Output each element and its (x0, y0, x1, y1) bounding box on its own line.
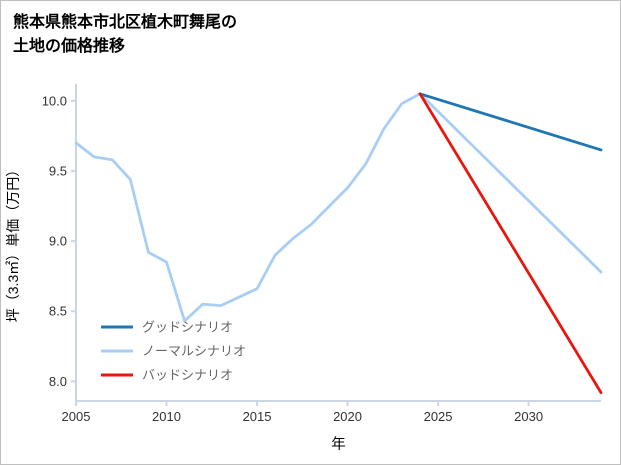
legend-label-2: バッドシナリオ (142, 368, 233, 383)
chart-svg: 2005 2010 2015 2020 2025 2030 8.0 8.5 9.0 9.5 10.0… (5, 84, 603, 453)
x-tick-label: 2030 (514, 409, 543, 424)
x-tick-label: 2015 (243, 409, 272, 424)
x-tick-label: 2020 (333, 409, 362, 424)
y-tick-label: 9.5 (49, 163, 67, 178)
x-tick-label: 2010 (152, 409, 181, 424)
x-tick-label: 2025 (424, 409, 453, 424)
series-line-0 (418, 92, 603, 152)
y-tick-label: 10.0 (42, 93, 67, 108)
y-axis-label: 坪（3.3㎡）単価（万円） (5, 163, 21, 322)
x-tick-label: 2005 (62, 409, 91, 424)
legend-label-1: ノーマルシナリオ (142, 344, 246, 359)
x-axis-label: 年 (331, 436, 346, 453)
chart-title-line1: 熊本県熊本市北区植木町舞尾の (13, 14, 238, 31)
y-tick-label: 9.0 (49, 234, 67, 249)
chart-title-line2: 土地の価格推移 (13, 38, 126, 55)
y-tick-label: 8.5 (49, 304, 67, 319)
series-line-2 (418, 92, 603, 395)
series-line-1 (74, 92, 603, 323)
y-tick-label: 8.0 (49, 374, 67, 389)
legend-label-0: グッドシナリオ (142, 320, 233, 335)
chart-title: 熊本県熊本市北区植木町舞尾の 土地の価格推移 (13, 11, 237, 59)
